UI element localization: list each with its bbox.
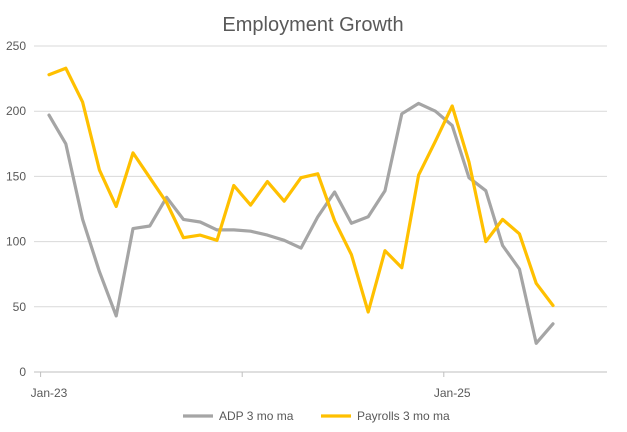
x-tick-label: Jan-25 xyxy=(434,386,471,400)
x-axis-ticks: Jan-23 Jan-25 xyxy=(31,372,471,400)
series-line-adp xyxy=(47,101,555,345)
y-axis-ticks: 0 50 100 150 200 250 xyxy=(6,39,26,379)
y-tick-label: 0 xyxy=(19,365,26,379)
y-tick-label: 100 xyxy=(6,235,26,249)
x-tick-label: Jan-23 xyxy=(31,386,68,400)
grid-lines xyxy=(34,45,607,373)
y-tick-label: 50 xyxy=(13,300,27,314)
y-tick-label: 200 xyxy=(6,104,26,118)
legend-label: ADP 3 mo ma xyxy=(219,409,294,423)
series-lines xyxy=(47,66,555,345)
y-tick-label: 150 xyxy=(6,169,26,183)
chart-title: Employment Growth xyxy=(222,14,403,36)
legend-label: Payrolls 3 mo ma xyxy=(357,409,450,423)
series-line-payrolls xyxy=(47,66,555,314)
y-tick-label: 250 xyxy=(6,39,26,53)
legend: ADP 3 mo ma Payrolls 3 mo ma xyxy=(183,409,450,423)
